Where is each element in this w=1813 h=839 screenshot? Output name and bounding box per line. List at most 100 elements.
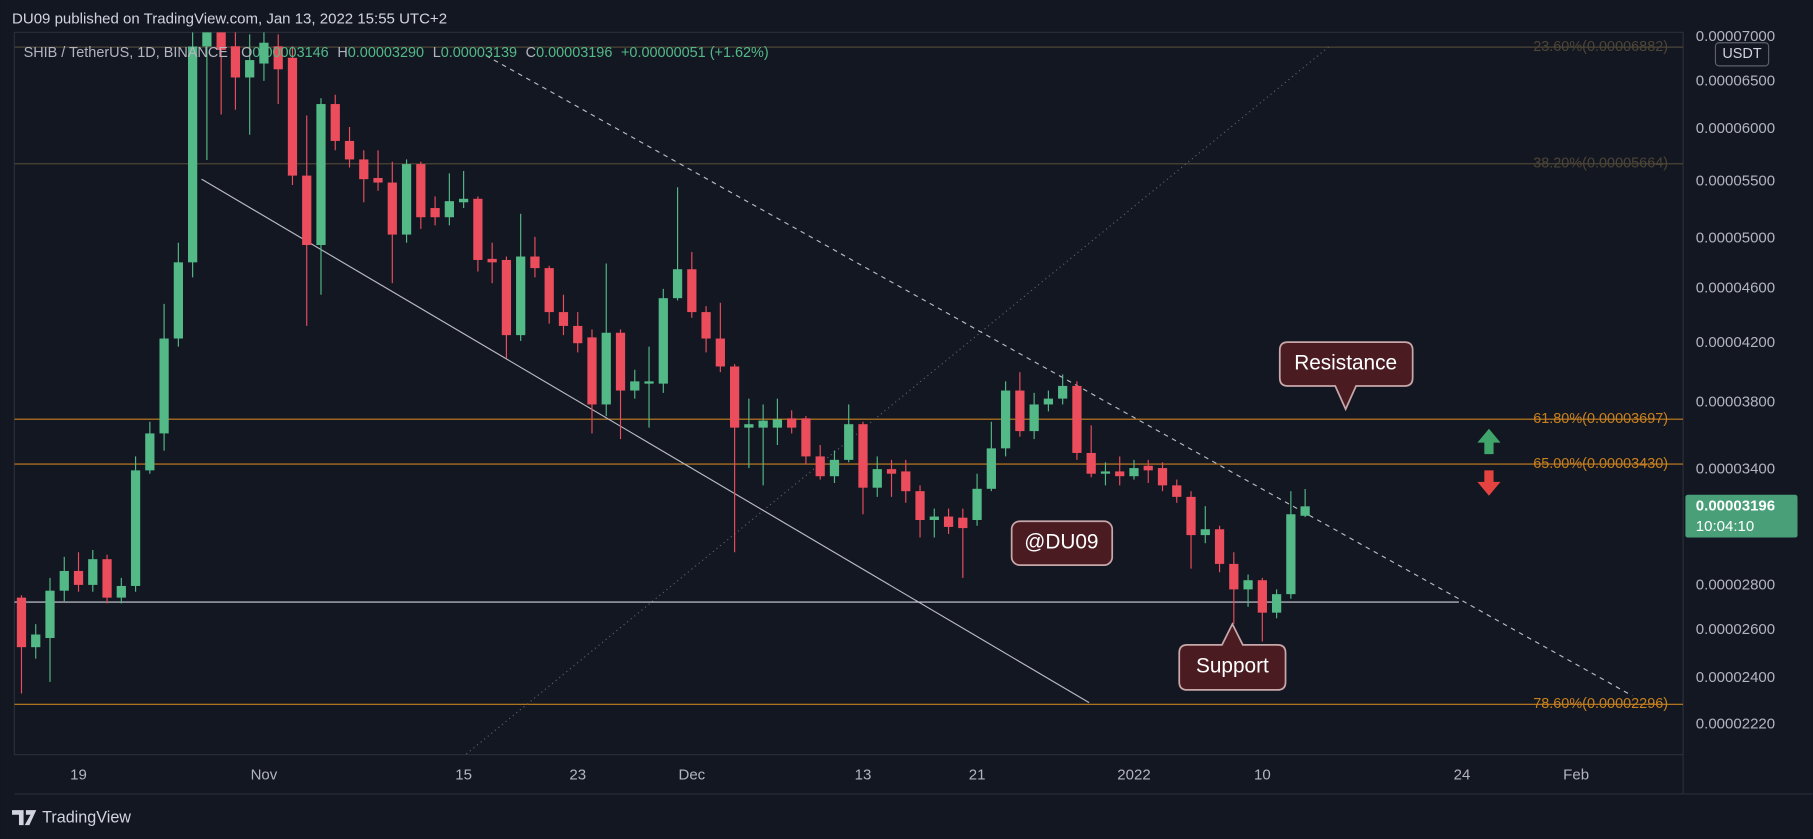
y-tick-label: 0.00007000 (1696, 28, 1775, 45)
candle-body (330, 104, 340, 141)
x-tick-label: 15 (455, 766, 472, 783)
candle-body (1129, 468, 1139, 477)
candle-body (615, 332, 626, 391)
candle-body (202, 32, 212, 47)
candle-body (173, 262, 183, 339)
down-arrow (1477, 470, 1501, 496)
countdown-label: 10:04:10 (1696, 518, 1754, 535)
candle-body (1243, 580, 1253, 590)
candle-body (573, 325, 583, 344)
candle-body (458, 198, 469, 203)
x-tick-label: Nov (251, 766, 278, 783)
candle-body (744, 424, 754, 428)
ohlc-value: 0.00003196 (536, 45, 612, 61)
candle-body (858, 424, 868, 488)
candle-body (1043, 398, 1054, 405)
ohlc-value: 0.00003146 (252, 45, 328, 61)
y-tick-label: 0.00002800 (1696, 577, 1775, 594)
candle-body (972, 488, 982, 520)
x-tick-label: Feb (1563, 766, 1589, 783)
candle-body (1257, 580, 1267, 613)
candle-body (287, 57, 298, 176)
candle-body (544, 268, 554, 313)
ohlc-key: L (433, 45, 441, 61)
currency-box (1714, 42, 1770, 67)
fib-level-label: 65.00%(0.00003430) (1533, 456, 1668, 472)
candle-body (102, 559, 112, 598)
candle-body (1015, 390, 1025, 432)
candle-body (88, 559, 98, 585)
resistance-trend-line (485, 54, 1633, 697)
candle-body (487, 258, 497, 263)
candle-body (516, 256, 526, 336)
candle-body (444, 201, 454, 218)
fib-level-label: 23.60%(0.00006882) (1533, 39, 1668, 55)
candle-body (886, 469, 897, 474)
candle-body (16, 597, 27, 648)
tradingview-logo (12, 810, 37, 826)
candle-body (587, 337, 597, 405)
candle-body (373, 177, 383, 183)
up-arrow (1477, 428, 1501, 455)
candle-body (430, 208, 440, 218)
candle-body (1157, 468, 1168, 486)
candle-body (929, 516, 939, 520)
plot-area (13, 31, 1684, 756)
candle-body (302, 175, 312, 246)
candle-body (1214, 529, 1225, 564)
candle-body (787, 418, 797, 428)
x-tick-label: 19 (70, 766, 87, 783)
candle-body (1058, 385, 1068, 399)
candle-body (943, 516, 954, 527)
candle-body (658, 298, 668, 384)
y-tick-label: 0.00003800 (1696, 394, 1775, 411)
candle-body (473, 198, 483, 260)
candle-body (31, 634, 41, 648)
candle-body (1286, 514, 1296, 595)
callout-label: Support (1196, 654, 1269, 677)
candle-body (630, 381, 640, 391)
candle-body (1086, 452, 1096, 474)
y-tick-label: 0.00002220 (1696, 715, 1775, 732)
y-tick-label: 0.00006000 (1696, 120, 1775, 137)
candle-body (1271, 594, 1282, 613)
candle-body (159, 338, 169, 434)
candle-body (501, 259, 512, 336)
trend-line (201, 178, 1090, 704)
author-callout (1010, 520, 1114, 566)
symbol-title: SHIB / TetherUS, 1D, BINANCE (24, 45, 229, 61)
axes: 0.00007000 0.00006500 0.00006000 0.00005500… (70, 28, 1775, 783)
candles (16, 32, 1310, 694)
candle-body (1300, 506, 1310, 516)
callout-label: @DU09 (1024, 531, 1098, 554)
candle-body (1186, 496, 1196, 536)
candle-body (829, 459, 840, 477)
x-tick-label: 23 (569, 766, 586, 783)
candle-body (915, 491, 925, 520)
candle-body (772, 419, 783, 428)
resistance-callout (1278, 341, 1414, 412)
publisher-line: DU09 published on TradingView.com, Jan 1… (12, 11, 447, 28)
candle-body (530, 256, 540, 269)
candle-body (1143, 465, 1153, 471)
y-tick-label: 0.00004200 (1696, 334, 1775, 351)
candle-body (116, 585, 126, 598)
brand-name: TradingView (42, 808, 131, 826)
ohlc-key: H (337, 45, 347, 61)
ohlc-value: 0.00003290 (348, 45, 424, 61)
candle-body (245, 60, 255, 78)
drawings (14, 45, 1633, 755)
candle-body (801, 418, 811, 457)
y-tick-label: 0.00006500 (1696, 72, 1775, 89)
candle-body (644, 381, 654, 384)
fib-level-label: 78.60%(0.00002296) (1533, 696, 1668, 712)
candle-body (958, 517, 968, 529)
candle-body (401, 164, 412, 235)
candle-body (986, 448, 996, 489)
support-callout (1178, 622, 1287, 691)
candle-body (758, 420, 768, 428)
trend-channel-line (464, 45, 1330, 755)
y-tick-label: 0.00002400 (1696, 669, 1775, 686)
currency-label: USDT (1722, 46, 1761, 62)
y-tick-label: 0.00005000 (1696, 229, 1775, 246)
